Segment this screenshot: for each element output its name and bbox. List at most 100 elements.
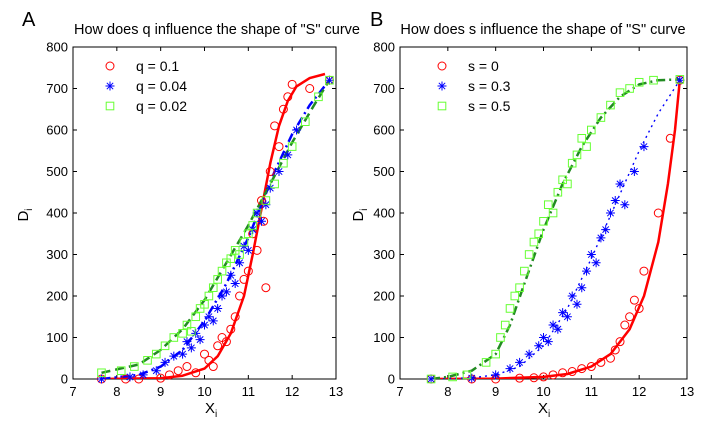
panel-a-y-axis-label: Di	[15, 208, 35, 221]
panel-b-y-tick-label: 100	[373, 330, 395, 345]
panel-b-series-2-point	[505, 304, 515, 313]
panel-b-series-0-curve	[431, 80, 682, 379]
panel-a-series-0-point	[283, 92, 293, 102]
panel-b-series-1-point	[548, 320, 558, 330]
panel-a-series-0-point	[182, 362, 192, 372]
panel-b-legend-marker-1	[437, 81, 447, 91]
panel-b-series-1-point	[596, 233, 606, 243]
panel-b-series-2-point	[462, 370, 472, 380]
panel-a-series-2-point	[325, 75, 334, 85]
panel-a-y-tick-label: 500	[46, 164, 68, 179]
panel-a-series-1-point	[324, 75, 334, 85]
panel-b-series-2-point	[625, 84, 634, 93]
panel-a-series-1-point	[292, 125, 302, 135]
panel-a-series-1-point	[125, 372, 135, 382]
panel-b-series-2-point	[496, 333, 505, 342]
panel-b-series-2-point	[596, 113, 606, 122]
panel-b-series-0-point	[610, 345, 620, 355]
panel-a-series-0-point	[156, 373, 166, 383]
panel-b-x-tick-label: 13	[680, 384, 694, 399]
panel-a-series-1-point	[230, 279, 240, 289]
panel-b-x-tick-label: 8	[444, 384, 451, 399]
panel-b-series-2-point	[582, 142, 591, 151]
panel-a-y-tick-label: 800	[46, 40, 68, 55]
panel-a-series-0-point	[278, 104, 288, 114]
panel-b-series-0-point	[577, 364, 587, 374]
panel-a-series-0-point	[235, 291, 245, 301]
panel-a-series-1-point	[178, 349, 188, 359]
panel-b-y-tick-label: 700	[373, 81, 395, 96]
panel-a-curves	[101, 72, 331, 379]
panel-a-series-1-point	[186, 343, 196, 353]
panel-a-series-1-point	[96, 374, 106, 384]
panel-b-series-2-point	[563, 179, 572, 189]
panel-a-series-0-point	[287, 79, 297, 89]
panel-b-series-2-curve	[430, 78, 680, 379]
panel-a-legend-marker-0	[105, 61, 115, 71]
panel-a-points	[96, 75, 334, 384]
panel-b-series-2-point	[448, 372, 457, 382]
panel-a-series-2-point	[287, 142, 297, 151]
panel-b-series-0-point	[639, 266, 649, 276]
panel-a-series-1-point	[256, 216, 266, 226]
panel-a-series-1-point	[204, 312, 214, 322]
panel-b-series-0-point	[586, 362, 596, 372]
panel-b-series-0-point	[548, 370, 558, 380]
panel-b-series-0-point	[625, 312, 635, 322]
panel-b-series-1-point	[539, 333, 548, 342]
panel-b-series-2-point	[529, 237, 539, 247]
panel-b-series-2-point	[520, 266, 529, 276]
panel-b-series-1-point	[534, 341, 544, 351]
panel-a-y-tick-label: 700	[46, 81, 68, 96]
panel-a-series-2-point	[187, 326, 196, 336]
panel-b-y-tick-label: 300	[373, 247, 395, 262]
panel-a-series-2-point	[217, 266, 227, 276]
panel-b-series-1-point	[675, 75, 685, 85]
panel-b-series-0-point	[529, 373, 539, 383]
panel-b-series-1-point	[610, 196, 620, 206]
panel-a-x-tick-label: 11	[242, 384, 256, 399]
panel-b-x-axis-label: Xi	[538, 400, 550, 420]
panel-b-plot-frame	[399, 46, 688, 380]
panel-a-series-2-point	[244, 229, 253, 239]
panel-b-series-2-point	[572, 150, 582, 160]
panel-a-x-tick-label: 13	[329, 384, 343, 399]
panel-b-series-0-point	[539, 372, 548, 382]
panel-a-x-tick-label: 10	[197, 384, 211, 399]
panel-a-series-0-point	[265, 167, 275, 176]
panel-a-series-0-point	[270, 121, 280, 131]
panel-b-series-1-point	[567, 291, 577, 301]
panel-a-series-1-point	[243, 245, 253, 255]
panel-a-series-2-point	[200, 300, 209, 309]
panel-b-x-tick-label: 11	[585, 384, 599, 399]
panel-letter-a: A	[22, 9, 36, 31]
panel-a-series-1-point	[221, 287, 231, 297]
panel-b-series-1-point	[426, 374, 436, 384]
panel-a-y-axis-label-group: Di	[15, 208, 35, 221]
panel-a-series-1-point	[208, 316, 218, 326]
panel-a-series-1-point	[265, 183, 275, 193]
panel-a-series-2-point	[252, 208, 262, 218]
panel-b-y-tick-label: 200	[373, 289, 395, 304]
panel-b-x-tick-label: 9	[492, 384, 499, 399]
panel-b-x-tick-label: 7	[396, 384, 403, 399]
panel-b-series-1-point	[620, 200, 630, 210]
panel-a-x-tick-label: 7	[69, 384, 76, 399]
panel-b-series-0-point	[567, 367, 577, 377]
panel-a-series-2-point	[160, 341, 170, 351]
panel-a-y-tick-label: 0	[61, 372, 68, 387]
panel-b-series-1-point	[562, 312, 572, 322]
panel-a-series-2-point	[182, 320, 192, 330]
panel-a-series-2-point	[130, 362, 139, 371]
panel-a-x-axis-label: Xi	[205, 400, 217, 420]
panel-b-series-1-point	[543, 337, 553, 347]
panel-b-series-2-point	[539, 217, 548, 226]
panel-a-legend-marker-2	[105, 101, 115, 111]
panel-a-series-2-point	[261, 196, 271, 205]
panel-b-series-2-point	[567, 158, 577, 168]
panel-b-series-2-point	[553, 187, 563, 197]
panel-b-legend-marker-0	[437, 61, 447, 71]
panel-a-series-0-point	[226, 324, 236, 334]
panel-a-series-1-point	[200, 320, 209, 330]
panel-a-series-0-point	[243, 266, 253, 276]
